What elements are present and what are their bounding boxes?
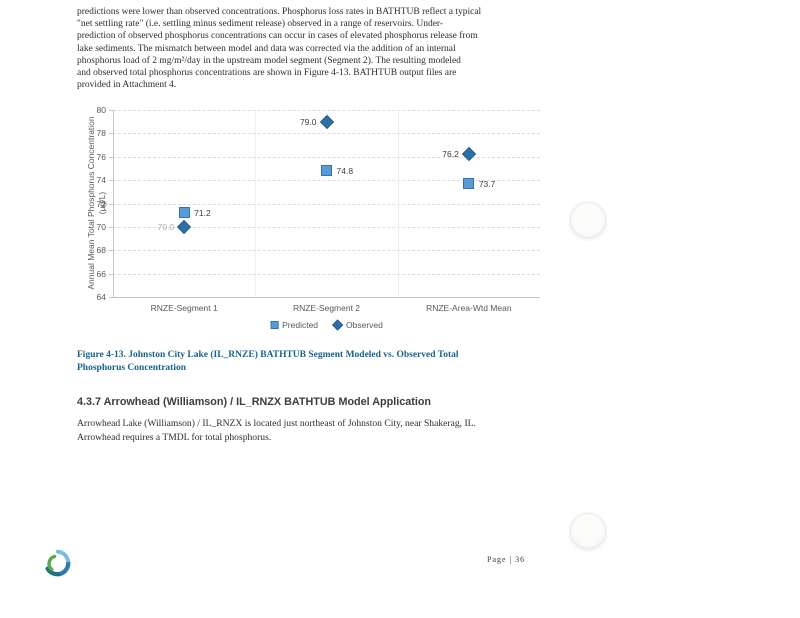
intro-line: provided in Attachment 4. xyxy=(77,80,177,91)
y-gridline xyxy=(113,273,540,275)
data-point-label: 79.0 xyxy=(299,116,317,127)
intro-line: predictions were lower than observed con… xyxy=(77,7,482,17)
section-paragraph: Arrowhead Lake (Williamson) / IL_RNZX is… xyxy=(77,417,557,444)
observed-marker xyxy=(319,114,334,129)
data-point-label: 74.8 xyxy=(336,165,354,176)
y-tick-mark xyxy=(109,156,113,158)
data-point-label: 76.2 xyxy=(442,149,459,160)
square-legend-marker-icon xyxy=(270,321,279,329)
y-tick-mark xyxy=(109,273,113,275)
legend-item-observed: Observed xyxy=(332,319,383,331)
x-category-label: RNZE-Area-Wtd Mean xyxy=(426,303,512,313)
y-tick-label: 74 xyxy=(96,175,106,186)
x-axis-line xyxy=(113,297,540,298)
y-tick-mark xyxy=(109,133,113,135)
y-tick-mark xyxy=(109,297,113,298)
y-gridline xyxy=(113,110,540,111)
observed-marker xyxy=(177,219,192,234)
category-separator-line xyxy=(255,110,257,297)
y-tick-label: 80 xyxy=(96,105,106,115)
data-point-label: 70.0 xyxy=(157,221,175,232)
chart-legend: Predicted Observed xyxy=(270,319,383,331)
y-tick-label: 64 xyxy=(96,292,106,302)
y-gridline xyxy=(113,250,540,252)
y-gridline xyxy=(113,180,540,182)
section-paragraph-line: Arrowhead Lake (Williamson) / IL_RNZX is… xyxy=(77,418,476,429)
y-tick-label: 66 xyxy=(96,268,106,279)
y-gridline xyxy=(113,156,540,158)
predicted-marker xyxy=(463,178,475,190)
intro-line: "net settling rate" (i.e. settling minus… xyxy=(77,19,444,30)
intro-paragraph: predictions were lower than observed con… xyxy=(77,6,547,91)
y-gridline xyxy=(113,133,540,135)
data-point-label: 73.7 xyxy=(478,178,496,189)
y-tick-label: 70 xyxy=(96,221,106,232)
y-tick-mark xyxy=(109,226,113,228)
y-tick-mark xyxy=(109,180,113,182)
section-paragraph-line: Arrowhead requires a TMDL for total phos… xyxy=(77,431,272,443)
y-gridline xyxy=(113,226,540,228)
page-number: Page | 36 xyxy=(487,555,526,564)
y-gridline xyxy=(113,203,540,205)
y-tick-mark xyxy=(109,203,113,205)
legend-label: Predicted xyxy=(282,320,319,330)
legend-item-predicted: Predicted xyxy=(270,320,318,330)
binder-hole xyxy=(570,513,606,549)
y-axis-title: Annual Mean Total Phosphorus Concentrati… xyxy=(86,116,108,289)
intro-line: prediction of observed phosphorus concen… xyxy=(77,31,478,42)
binder-hole xyxy=(570,202,606,238)
category-separator-line xyxy=(397,110,399,297)
observed-marker xyxy=(461,147,476,162)
section-heading: 4.3.7 Arrowhead (Williamson) / IL_RNZX B… xyxy=(77,396,432,408)
figure-caption-line: Phosphorus Concentration xyxy=(77,362,186,373)
y-tick-mark xyxy=(109,250,113,252)
intro-line: phosphorus load of 2 mg/m²/day in the up… xyxy=(77,55,461,66)
data-point-label: 71.2 xyxy=(194,207,211,218)
y-tick-label: 68 xyxy=(96,245,106,256)
intro-line: lake sediments. The mismatch between mod… xyxy=(77,43,456,54)
diamond-legend-marker-icon xyxy=(332,319,344,331)
y-axis-title-line2: (µg/L) xyxy=(97,191,107,215)
figure-caption: Figure 4-13. Johnston City Lake (IL_RNZE… xyxy=(77,349,547,374)
predicted-marker xyxy=(178,207,190,219)
y-tick-label: 72 xyxy=(96,198,106,209)
figure-caption-line: Figure 4-13. Johnston City Lake (IL_RNZE… xyxy=(77,350,459,360)
predicted-marker xyxy=(321,165,332,177)
x-category-label: RNZE-Segment 2 xyxy=(292,303,361,313)
y-tick-label: 76 xyxy=(96,151,106,162)
y-axis-line xyxy=(113,110,114,297)
swirl-globe-logo-icon xyxy=(45,549,71,577)
legend-label: Observed xyxy=(346,320,383,330)
x-category-label: RNZE-Segment 1 xyxy=(150,303,218,313)
y-tick-mark xyxy=(109,110,113,111)
y-tick-label: 78 xyxy=(96,128,106,139)
y-axis-title-line1: Annual Mean Total Phosphorus Concentrati… xyxy=(86,116,96,290)
intro-line: and observed total phosphorus concentrat… xyxy=(77,68,457,79)
